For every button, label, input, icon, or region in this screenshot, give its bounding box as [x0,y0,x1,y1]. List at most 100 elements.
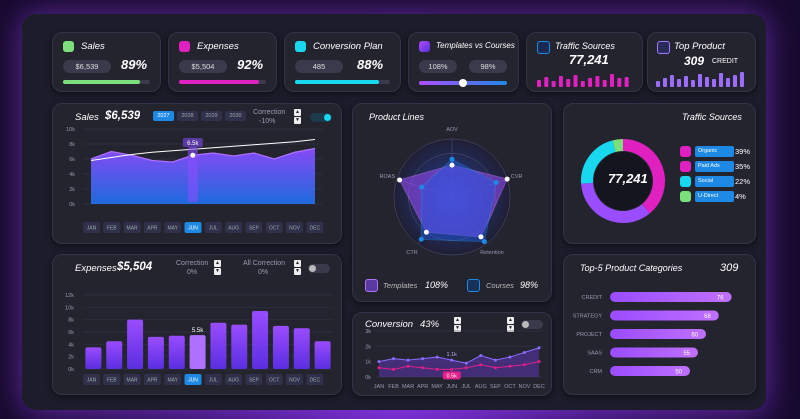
conv-point-high [464,361,468,365]
sales-ytick: 2k [69,187,75,193]
exp-month-tab [83,374,100,385]
expenses-correction-up[interactable]: ▲ [214,260,221,267]
radar-courses-point [481,239,487,245]
expenses-all-correction-up[interactable]: ▲ [294,260,301,267]
exp-ytick: 8k [68,318,74,324]
kpi-expenses-pill: $5,504 [179,60,227,73]
conv-point-high [377,360,381,364]
kpi-conversion-progress-track [295,80,390,84]
radar-templates-shape [398,164,508,238]
traffic-icon [537,41,550,54]
conv-xtick: FEB [388,384,399,390]
radar-axis-label: CTR [406,250,417,256]
conversion-down-2[interactable]: ▼ [507,325,514,332]
sales-month-label: JUN [188,226,198,232]
expenses-all-correction-down[interactable]: ▼ [294,268,301,275]
kpi-traffic-value: 77,241 [569,52,609,67]
traffic-legend-label: Social [695,176,734,187]
kpi-conversion-title: Conversion Plan [313,41,383,52]
kpi-sales-card[interactable]: Sales $6,539 89% [52,32,161,92]
sales-month-label: OCT [269,226,280,232]
conv-point-high [493,358,497,362]
top-product-icon [657,41,670,54]
conversion-down[interactable]: ▼ [454,325,461,332]
top-spark-bar [691,80,695,87]
conversion-panel-value: 43% [420,319,440,330]
exp-ytick: 2k [68,355,74,361]
sales-month-tab [143,222,161,233]
radar-templates-point [397,177,403,183]
sales-correction-down[interactable]: ▼ [294,117,301,124]
conversion-panel: Conversion 43% ▲ ▼ ▲ ▼ 3k 2k 1k 0k 1.1k 0.5k J… [352,312,552,396]
exp-month-tab [143,374,161,385]
kpi-templates-right: 98% [469,60,507,73]
expenses-icon [179,41,190,52]
sales-point [190,152,196,158]
conv-point-high [537,346,541,350]
conv-xtick: MAR [402,384,414,390]
exp-month-label: DEC [310,378,321,384]
kpi-expenses-progress-track [179,80,266,84]
sales-ytick: 4k [69,172,75,178]
sales-ytick: 8k [69,142,75,148]
legend-templates-icon [365,279,378,292]
legend-courses-value: 98% [520,280,539,290]
kpi-conversion-pill: 485 [295,60,343,73]
conversion-up[interactable]: ▲ [454,317,461,324]
exp-bar [210,322,227,369]
conversion-up-2[interactable]: ▲ [507,317,514,324]
year-tab-2030[interactable]: 2030 [225,111,246,121]
radar-axis-label: AOV [446,127,458,133]
exp-month-tab [265,374,283,385]
kpi-top-product-card[interactable]: Top Product 309 CREDIT [647,32,756,92]
top5-chart: CREDIT 76 STRATEGY 68 PROJECT 60 SAAS 55 CRM 50 [573,292,732,376]
year-tab-2027[interactable]: 2027 [153,111,174,121]
kpi-templates-slider-knob[interactable] [459,79,467,87]
sales-toggle[interactable] [310,113,332,122]
expenses-correction-label: Correction [176,260,209,267]
legend-courses-label: Courses [486,281,514,290]
year-tab-2028[interactable]: 2028 [177,111,198,121]
exp-month-label: MAY [167,378,178,384]
top5-bar [610,329,706,339]
sales-month-tab [286,222,303,233]
exp-ytick: 6k [68,330,74,336]
top-spark-bar [733,75,737,87]
conv-xtick: SEP [490,384,501,390]
sales-tooltip: 6.5k [187,141,199,147]
exp-month-label: JUN [188,378,198,384]
conv-ytick: 1k [365,360,371,366]
exp-tooltip: 5.5k [192,328,204,334]
conversion-toggle[interactable] [521,320,543,329]
conversion-icon [295,41,306,52]
radar-courses-point [493,180,499,186]
kpi-expenses-pct: 92% [237,57,264,72]
exp-bar [127,319,144,369]
expenses-correction-down[interactable]: ▼ [214,268,221,275]
radar-templates-point [449,162,455,168]
traffic-legend-swatch [680,191,691,202]
sales-month-tab [204,222,222,233]
kpi-templates-title: Templates vs Courses [436,41,515,50]
sales-month-tab [184,222,202,233]
sales-icon [63,41,74,52]
kpi-expenses-card[interactable]: Expenses $5,504 92% [168,32,277,92]
exp-month-tab [204,374,222,385]
conv-point-low [537,360,541,364]
kpi-conversion-card[interactable]: Conversion Plan 485 88% [284,32,401,92]
exp-month-tab [225,374,243,385]
traffic-spark-bar [602,80,607,87]
radar-templates-point [423,229,429,235]
kpi-templates-card[interactable]: Templates vs Courses 108% 98% [408,32,519,92]
year-tab-2029[interactable]: 2029 [201,111,222,121]
exp-month-tab [286,374,303,385]
traffic-donut [581,139,665,223]
traffic-spark-bar [566,79,571,87]
radar-axis-label: Retention [480,250,504,256]
sales-correction-up[interactable]: ▲ [294,109,301,116]
traffic-legend-value: 39% [735,147,751,156]
conv-point-low [450,367,454,371]
kpi-traffic-card[interactable]: Traffic Sources 77,241 [526,32,643,92]
expenses-toggle[interactable] [308,264,330,273]
kpi-templates-slider[interactable] [419,79,507,87]
